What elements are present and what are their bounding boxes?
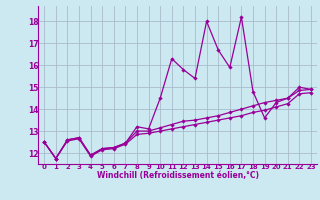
X-axis label: Windchill (Refroidissement éolien,°C): Windchill (Refroidissement éolien,°C) [97, 171, 259, 180]
